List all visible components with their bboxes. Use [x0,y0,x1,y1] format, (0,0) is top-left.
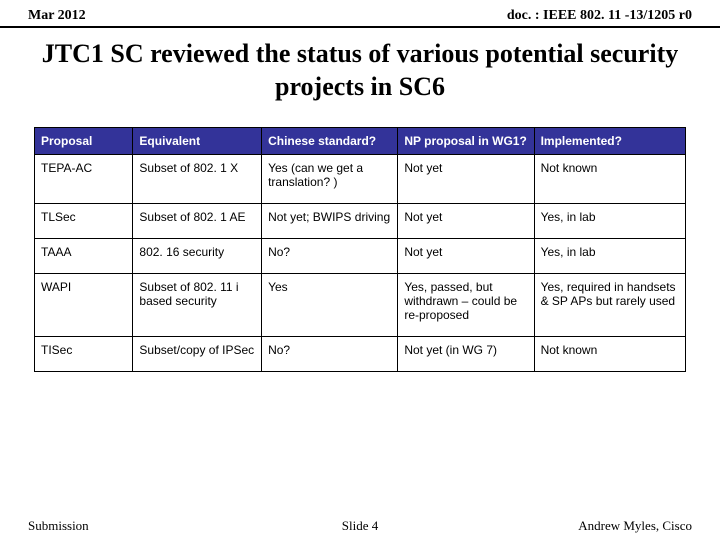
cell-equivalent: 802. 16 security [133,239,262,274]
cell-equivalent: Subset/copy of IPSec [133,337,262,372]
cell-equivalent: Subset of 802. 11 i based security [133,274,262,337]
table-row: WAPI Subset of 802. 11 i based security … [35,274,686,337]
header-bar: Mar 2012 doc. : IEEE 802. 11 -13/1205 r0 [0,0,720,28]
cell-proposal: TISec [35,337,133,372]
cell-proposal: WAPI [35,274,133,337]
col-header-chinese: Chinese standard? [262,128,398,155]
cell-proposal: TEPA-AC [35,155,133,204]
cell-equivalent: Subset of 802. 1 AE [133,204,262,239]
footer-left: Submission [28,518,89,534]
col-header-equivalent: Equivalent [133,128,262,155]
cell-chinese: No? [262,239,398,274]
cell-implemented: Yes, in lab [534,239,685,274]
cell-proposal: TLSec [35,204,133,239]
cell-np: Not yet [398,204,534,239]
cell-proposal: TAAA [35,239,133,274]
proposals-table: Proposal Equivalent Chinese standard? NP… [34,127,686,372]
table-container: Proposal Equivalent Chinese standard? NP… [0,127,720,372]
table-row: TAAA 802. 16 security No? Not yet Yes, i… [35,239,686,274]
cell-np: Not yet [398,239,534,274]
col-header-proposal: Proposal [35,128,133,155]
cell-chinese: No? [262,337,398,372]
cell-chinese: Yes [262,274,398,337]
cell-np: Not yet [398,155,534,204]
cell-implemented: Yes, in lab [534,204,685,239]
col-header-implemented: Implemented? [534,128,685,155]
header-doc-id: doc. : IEEE 802. 11 -13/1205 r0 [507,8,692,24]
cell-chinese: Yes (can we get a translation? ) [262,155,398,204]
table-row: TEPA-AC Subset of 802. 1 X Yes (can we g… [35,155,686,204]
cell-implemented: Not known [534,337,685,372]
col-header-np: NP proposal in WG1? [398,128,534,155]
cell-equivalent: Subset of 802. 1 X [133,155,262,204]
table-row: TISec Subset/copy of IPSec No? Not yet (… [35,337,686,372]
table-header-row: Proposal Equivalent Chinese standard? NP… [35,128,686,155]
cell-np: Yes, passed, but withdrawn – could be re… [398,274,534,337]
cell-chinese: Not yet; BWIPS driving [262,204,398,239]
table-row: TLSec Subset of 802. 1 AE Not yet; BWIPS… [35,204,686,239]
footer-bar: Submission Slide 4 Andrew Myles, Cisco [0,518,720,534]
cell-np: Not yet (in WG 7) [398,337,534,372]
header-date: Mar 2012 [28,8,86,24]
footer-slide-number: Slide 4 [342,518,378,534]
cell-implemented: Yes, required in handsets & SP APs but r… [534,274,685,337]
cell-implemented: Not known [534,155,685,204]
slide-title: JTC1 SC reviewed the status of various p… [0,28,720,127]
footer-author: Andrew Myles, Cisco [578,518,692,534]
